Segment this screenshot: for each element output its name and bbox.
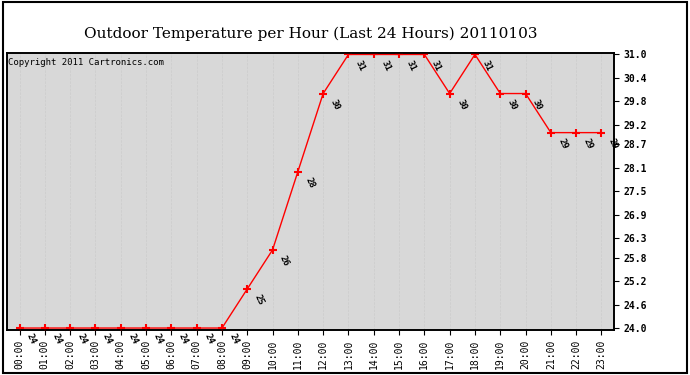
Text: 29: 29	[582, 137, 594, 150]
Text: 24: 24	[126, 332, 139, 346]
Text: 29: 29	[607, 137, 620, 150]
Text: Outdoor Temperature per Hour (Last 24 Hours) 20110103: Outdoor Temperature per Hour (Last 24 Ho…	[83, 26, 538, 40]
Text: 28: 28	[304, 176, 316, 189]
Text: 29: 29	[556, 137, 569, 150]
Text: 24: 24	[152, 332, 164, 346]
Text: 30: 30	[506, 98, 518, 111]
Text: 31: 31	[380, 58, 392, 72]
Text: 24: 24	[228, 332, 240, 346]
Text: 31: 31	[430, 58, 442, 72]
Text: 31: 31	[404, 58, 417, 72]
Text: 31: 31	[480, 58, 493, 72]
Text: 24: 24	[76, 332, 88, 346]
Text: 30: 30	[531, 98, 544, 111]
Text: 24: 24	[25, 332, 38, 346]
Text: 30: 30	[455, 98, 468, 111]
Text: 26: 26	[278, 254, 290, 268]
Text: 24: 24	[101, 332, 114, 346]
Text: 25: 25	[253, 293, 266, 307]
Text: 24: 24	[50, 332, 63, 346]
Text: 31: 31	[354, 58, 366, 72]
Text: 30: 30	[328, 98, 342, 111]
Text: 24: 24	[202, 332, 215, 346]
Text: 24: 24	[177, 332, 190, 346]
Text: Copyright 2011 Cartronics.com: Copyright 2011 Cartronics.com	[8, 58, 164, 67]
